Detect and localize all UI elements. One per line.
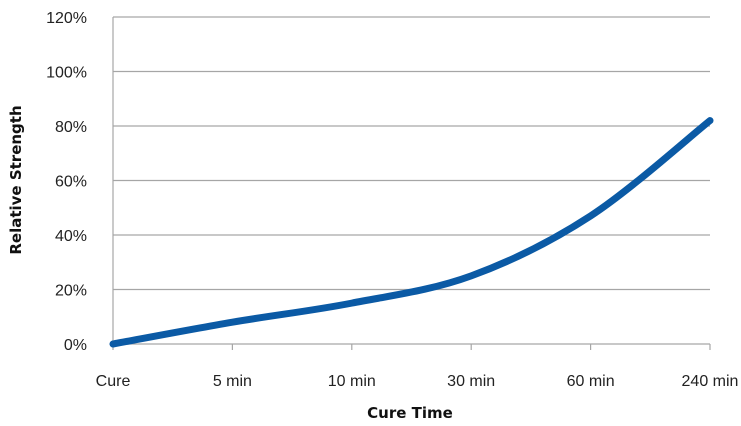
y-tick-labels: 0% 20% 40% 60% 80% 100% 120% bbox=[46, 10, 87, 354]
axes bbox=[112, 17, 711, 350]
gridlines bbox=[113, 16, 710, 291]
x-tick-label: 240 min bbox=[682, 373, 739, 390]
y-tick-label: 120% bbox=[46, 10, 87, 27]
y-tick-label: 40% bbox=[55, 228, 87, 245]
series-lines bbox=[109, 117, 714, 348]
x-tick-label: 60 min bbox=[567, 373, 615, 390]
y-tick-label: 0% bbox=[64, 337, 87, 354]
y-axis-title: Relative Strength bbox=[7, 105, 25, 254]
x-tick-label: 30 min bbox=[447, 373, 495, 390]
x-axis-title: Cure Time bbox=[367, 404, 453, 422]
x-tick-label: 10 min bbox=[328, 373, 376, 390]
series-line bbox=[109, 117, 714, 348]
y-tick-label: 20% bbox=[55, 283, 87, 300]
y-tick-label: 100% bbox=[46, 65, 87, 82]
x-tick-label: 5 min bbox=[213, 373, 252, 390]
x-tick-labels: Cure 5 min 10 min 30 min 60 min 240 min bbox=[96, 373, 739, 390]
x-tick-label: Cure bbox=[96, 373, 131, 390]
y-tick-label: 60% bbox=[55, 174, 87, 191]
y-tick-label: 80% bbox=[55, 119, 87, 136]
